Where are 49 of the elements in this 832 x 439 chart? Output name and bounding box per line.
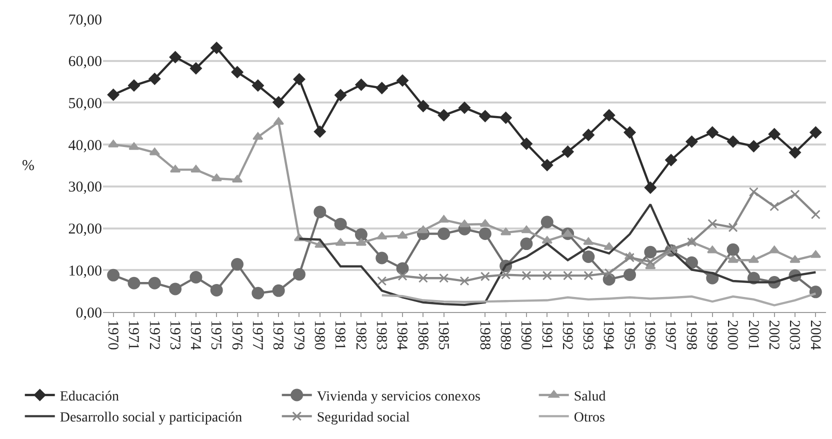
x-tick-label: 2003 [786,320,802,350]
x-tick-label: 1990 [518,320,534,350]
x-tick-label: 1975 [208,320,224,350]
x-tick-label: 1996 [642,320,658,350]
x-tick-label: 1982 [352,320,368,350]
x-tick-label: 1974 [187,320,204,350]
x-tick-label: 2000 [724,320,740,350]
x-tick-label: 1997 [662,320,678,350]
x-tick-label: 1995 [620,320,637,350]
x-tick-label: 1991 [538,320,554,350]
x-tick-label: 1970 [104,320,120,350]
y-tick-label: 60,00 [68,54,102,70]
x-tick-label: 1986 [414,320,430,350]
y-tick-label: 70,00 [68,12,102,28]
x-tick-label: 1994 [600,320,616,350]
x-tick-label: 2001 [744,320,761,350]
legend-label: Salud [574,389,606,404]
x-tick-label: 1980 [311,320,328,350]
x-tick-label: 1981 [332,320,348,350]
x-tick-label: 1984 [394,320,410,350]
x-tick-label: 1992 [558,320,575,350]
y-tick-label: 30,00 [68,180,102,196]
y-tick-label: 0,00 [76,305,102,322]
x-tick-label: 1999 [704,320,720,350]
y-tick-label: 10,00 [68,263,102,280]
x-tick-label: 1985 [434,320,451,350]
x-tick-label: 1971 [125,320,142,350]
y-axis-title: % [22,158,34,174]
x-tick-label: 1993 [580,320,596,350]
x-tick-label: 1983 [372,320,389,350]
x-tick-label: 1979 [290,320,306,350]
legend-label: Seguridad social [316,410,410,426]
legend-label: Educación [60,389,119,404]
x-tick-label: 1998 [682,320,699,350]
x-tick-label: 1973 [166,320,182,350]
x-tick-label: 1978 [270,320,286,350]
legend-label: Otros [574,410,605,426]
legend-label: Vivienda y servicios conexos [316,389,480,404]
y-tick-label: 40,00 [68,138,102,154]
legend-label: Desarrollo social y participación [60,410,242,426]
y-tick-label: 50,00 [68,96,102,112]
x-tick-label: 1972 [146,320,162,350]
x-tick-label: 1988 [476,320,492,350]
x-tick-label: 1976 [228,320,244,350]
x-tick-label: 2002 [765,320,782,350]
y-tick-label: 20,00 [68,222,102,238]
x-tick-label: 1977 [249,320,266,350]
x-tick-label: 2004 [806,320,823,350]
x-tick-label: 1989 [496,320,513,350]
